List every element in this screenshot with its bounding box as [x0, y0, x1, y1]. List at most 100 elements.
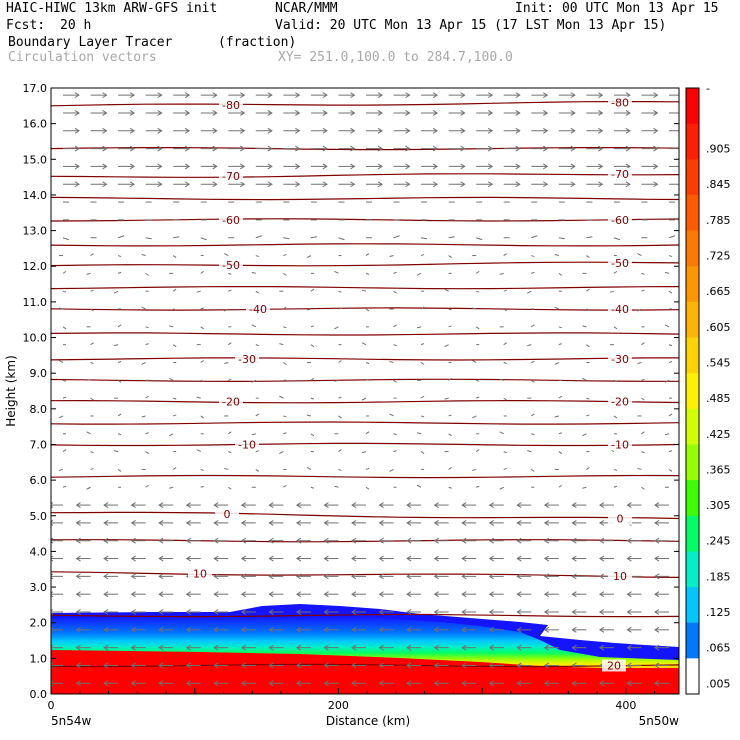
wind-vector-head [378, 644, 384, 651]
wind-vector [448, 377, 452, 381]
wind-vector-head [516, 573, 522, 580]
y-tick-label: 11.0 [23, 296, 48, 309]
wind-vector-head [460, 110, 466, 116]
wind-vector-head [653, 127, 659, 134]
wind-vector-head [295, 145, 301, 152]
wind-vector-head [322, 163, 328, 170]
wind-vector [365, 378, 370, 381]
wind-vector [499, 486, 504, 490]
wind-vector [558, 395, 563, 399]
wind-vector [668, 290, 673, 294]
wind-vector-head [130, 537, 136, 544]
wind-vector [62, 449, 67, 453]
wind-vector [62, 270, 67, 274]
wind-vector [173, 397, 177, 400]
wind-vector-head [184, 92, 191, 99]
wind-vector [90, 289, 94, 292]
wind-vector-head [488, 537, 494, 544]
colorbar-swatch [686, 408, 699, 445]
wind-vector-head [460, 145, 466, 152]
wind-vector [503, 451, 507, 454]
wind-vector-head [433, 502, 439, 508]
wind-vector [393, 379, 397, 383]
colorbar-swatch [686, 88, 699, 125]
wind-vector-head [240, 92, 246, 99]
wind-vector-head [51, 662, 54, 669]
wind-vector [227, 486, 232, 490]
wind-vector-head [240, 519, 247, 526]
colorbar-swatch [686, 622, 699, 659]
wind-vector [475, 449, 480, 453]
wind-vector-head [377, 181, 383, 188]
wind-vector-head [157, 181, 163, 188]
wind-vector [393, 235, 400, 239]
colorbar-label: .905 [706, 143, 731, 156]
wind-vector [172, 344, 177, 348]
wind-vector-head [213, 555, 219, 562]
field-name: Boundary Layer Tracer [8, 35, 173, 50]
wind-vector [255, 469, 260, 472]
wind-vector-head [516, 502, 522, 508]
isotherm-line [51, 613, 679, 618]
colorbar: - .905 .845 .785 .725 .665 .605 .545 .485 .425 .36… [685, 82, 731, 695]
wind-vector [251, 379, 257, 383]
field-units: (fraction) [218, 35, 297, 50]
wind-vector-head [461, 502, 467, 508]
wind-vector-head [157, 127, 163, 134]
wind-vector [641, 451, 645, 454]
wind-vector [365, 272, 370, 275]
wind-vector [283, 237, 290, 240]
wind-vector-head [487, 92, 494, 99]
wind-vector [338, 396, 342, 399]
init-time: Init: 00 UTC Mon 13 Apr 15 [515, 1, 719, 16]
isotherm-line [51, 307, 679, 311]
wind-vector-head [323, 502, 329, 508]
wind-vector-head [433, 537, 439, 544]
wind-vector-head [51, 644, 54, 651]
wind-vector-head [130, 519, 136, 526]
x-tick-label: 400 [615, 699, 636, 712]
wind-vector-head [625, 145, 631, 152]
wind-vector [279, 343, 284, 346]
wind-vector-head [460, 92, 466, 99]
wind-vector-head [433, 591, 439, 598]
wind-vector-head [626, 680, 632, 687]
wind-vector-head [571, 573, 577, 580]
wind-vector-head [406, 537, 412, 544]
wind-vector [637, 253, 642, 256]
wind-vector-head [158, 591, 164, 598]
wind-vector-head [681, 146, 685, 151]
wind-vector-head [75, 573, 81, 580]
wind-vector [338, 468, 342, 471]
wind-vector [641, 272, 645, 275]
isotherm-line [51, 286, 679, 290]
contour-label-bg [608, 303, 632, 316]
wind-vector [306, 308, 312, 311]
wind-vector-head [378, 502, 384, 508]
wind-vector [613, 485, 618, 488]
wind-vector-head [570, 145, 576, 152]
wind-vector [503, 342, 508, 346]
y-tick-label: 16.0 [23, 118, 48, 131]
wind-vector-head [51, 519, 54, 526]
wind-vector [172, 255, 177, 258]
wind-vector-head [405, 145, 411, 152]
wind-vector-head [102, 92, 108, 99]
wind-vector [86, 486, 91, 490]
contour-label: -70 [611, 168, 629, 181]
wind-vector [582, 325, 587, 328]
wind-vector-head [157, 92, 163, 99]
wind-vector-head [130, 680, 136, 687]
wind-vector-head [488, 573, 494, 580]
wind-vector-head [543, 92, 549, 99]
wind-vector [558, 237, 565, 240]
wind-vector [279, 395, 284, 399]
wind-vector [145, 237, 152, 240]
wind-vector-head [654, 644, 660, 651]
wind-vector-head [184, 110, 191, 116]
colorbar-label: .725 [706, 250, 731, 263]
wind-vector [90, 253, 94, 256]
wind-vector-head [571, 609, 577, 615]
wind-vector [472, 468, 477, 471]
wind-vector-head [570, 127, 576, 134]
